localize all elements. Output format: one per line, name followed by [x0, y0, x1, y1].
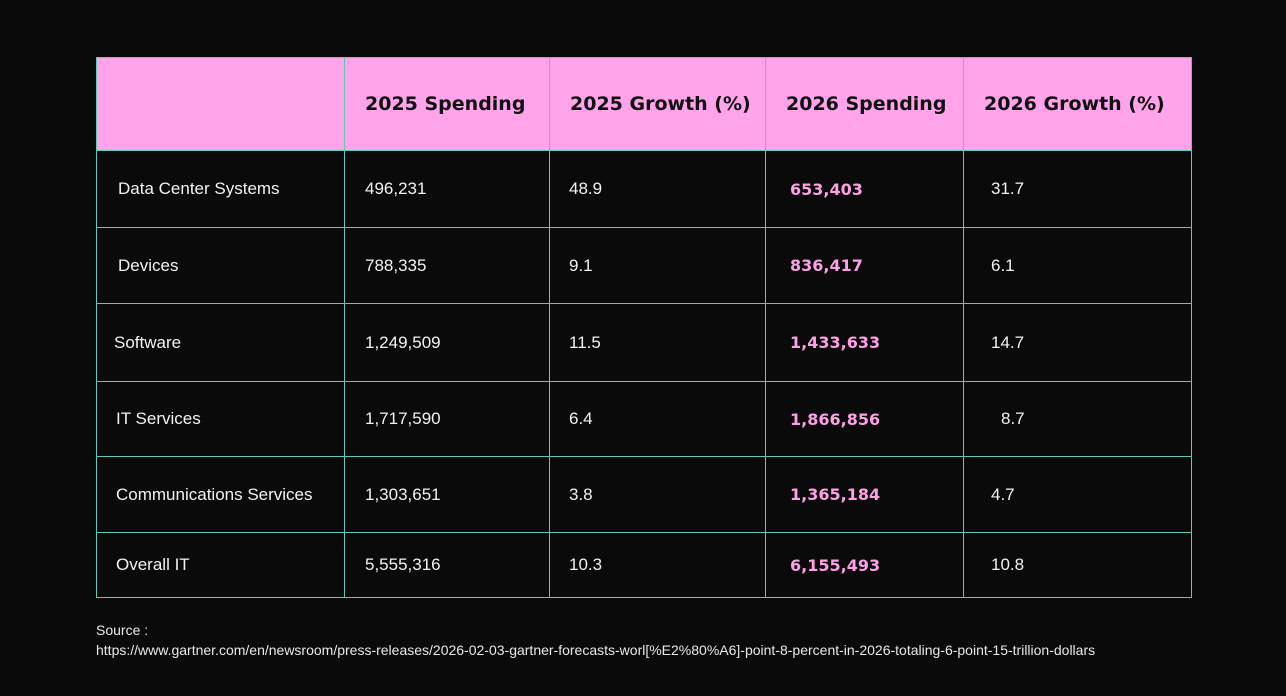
header-2026-spending: 2026 Spending: [765, 57, 964, 151]
row-spend-2025: 5,555,316: [344, 532, 550, 598]
header-2025-spending: 2025 Spending: [344, 57, 550, 151]
row-growth-2026: 10.8: [963, 532, 1192, 598]
row-growth-2025: 3.8: [549, 456, 766, 533]
row-growth-2026: 14.7: [963, 303, 1192, 382]
row-spend-2025: 1,249,509: [344, 303, 550, 382]
row-category: Data Center Systems: [96, 150, 345, 228]
row-spend-2026: 653,403: [765, 150, 964, 228]
row-growth-2025: 10.3: [549, 532, 766, 598]
row-spend-2026: 1,365,184: [765, 456, 964, 533]
source-label: Source :: [96, 622, 149, 638]
row-growth-2026: 6.1: [963, 227, 1192, 304]
table-row: Data Center Systems 496,231 48.9 653,403…: [96, 150, 1192, 228]
row-spend-2025: 1,717,590: [344, 381, 550, 457]
row-category: Overall IT: [96, 532, 345, 598]
it-spending-table: 2025 Spending 2025 Growth (%) 2026 Spend…: [96, 57, 1192, 598]
row-spend-2026: 836,417: [765, 227, 964, 304]
row-growth-2025: 9.1: [549, 227, 766, 304]
source-link[interactable]: https://www.gartner.com/en/newsroom/pres…: [96, 642, 1096, 658]
header-category: [96, 57, 345, 151]
row-category: IT Services: [96, 381, 345, 457]
row-growth-2025: 48.9: [549, 150, 766, 228]
spending-table-container: 2025 Spending 2025 Growth (%) 2026 Spend…: [96, 57, 1192, 598]
table-row: Software 1,249,509 11.5 1,433,633 14.7: [96, 303, 1192, 382]
row-spend-2026: 1,433,633: [765, 303, 964, 382]
header-2025-growth: 2025 Growth (%): [549, 57, 766, 151]
header-2026-growth: 2026 Growth (%): [963, 57, 1192, 151]
row-growth-2026: 8.7: [963, 381, 1192, 457]
row-growth-2026: 4.7: [963, 456, 1192, 533]
row-spend-2026: 1,866,856: [765, 381, 964, 457]
table-row: Overall IT 5,555,316 10.3 6,155,493 10.8: [96, 532, 1192, 598]
table-row: IT Services 1,717,590 6.4 1,866,856 8.7: [96, 381, 1192, 457]
row-spend-2026: 6,155,493: [765, 532, 964, 598]
header-row: 2025 Spending 2025 Growth (%) 2026 Spend…: [96, 57, 1192, 151]
row-category: Communications Services: [96, 456, 345, 533]
table-row: Devices 788,335 9.1 836,417 6.1: [96, 227, 1192, 304]
row-category: Devices: [96, 227, 345, 304]
row-growth-2025: 11.5: [549, 303, 766, 382]
row-spend-2025: 496,231: [344, 150, 550, 228]
source-note: Source : https://www.gartner.com/en/news…: [96, 620, 1236, 660]
row-spend-2025: 788,335: [344, 227, 550, 304]
row-spend-2025: 1,303,651: [344, 456, 550, 533]
row-category: Software: [96, 303, 345, 382]
row-growth-2026: 31.7: [963, 150, 1192, 228]
row-growth-2025: 6.4: [549, 381, 766, 457]
table-row: Communications Services 1,303,651 3.8 1,…: [96, 456, 1192, 533]
